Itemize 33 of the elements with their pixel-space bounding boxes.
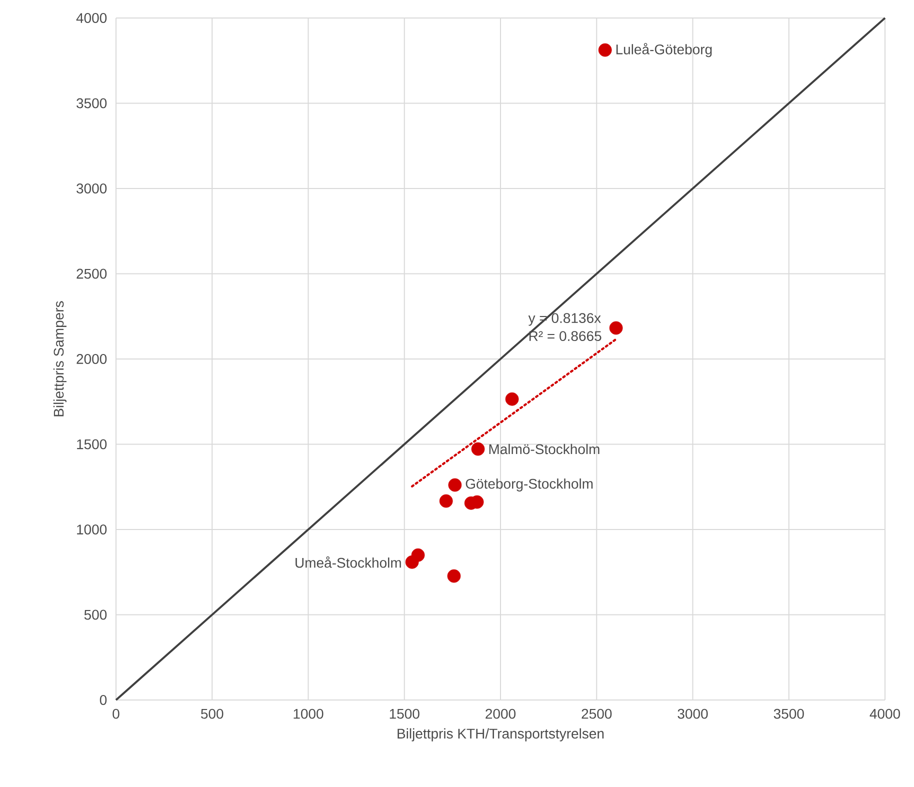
annotation: Göteborg-Stockholm <box>466 478 593 492</box>
point <box>439 494 453 508</box>
y-tick-label: 0 <box>100 695 107 705</box>
x-tick-label: 2000 <box>486 708 516 719</box>
point <box>609 321 623 335</box>
x-tick-label: 3000 <box>678 708 708 719</box>
point <box>448 478 462 492</box>
x-tick-label: 500 <box>201 708 224 719</box>
y-tick-label: 4000 <box>76 13 107 23</box>
y-tick-label: 1500 <box>77 439 107 450</box>
y-tick-label: 3000 <box>76 184 107 194</box>
x-axis-title: Biljettpris KTH/Transportstyrelsen <box>398 728 604 742</box>
point <box>598 43 612 57</box>
point <box>471 442 485 456</box>
y-tick-label: 3500 <box>76 98 107 108</box>
x-tick-label: 1000 <box>294 708 324 719</box>
point <box>447 569 461 583</box>
x-tick-label: 0 <box>112 708 120 719</box>
annotation: Luleå-Göteborg <box>616 42 712 58</box>
x-tick-label: 1500 <box>390 708 420 719</box>
x-tick-label: 4000 <box>870 708 900 719</box>
annotation: Malmö-Stockholm <box>489 444 600 454</box>
point <box>505 392 519 406</box>
y-tick-label: 1000 <box>77 524 107 534</box>
annotation: R² = 0.8665 <box>529 331 602 342</box>
y-axis-title: Biljettpris Sampers <box>53 301 66 416</box>
x-tick-label: 2500 <box>582 708 612 719</box>
y-tick-label: 2500 <box>76 268 107 279</box>
y-tick-label: 500 <box>84 610 107 620</box>
point <box>405 555 419 569</box>
x-tick-label: 3500 <box>774 708 804 719</box>
annotation: Umeå-Stockholm <box>296 556 401 568</box>
y-tick-label: 2000 <box>76 354 107 364</box>
